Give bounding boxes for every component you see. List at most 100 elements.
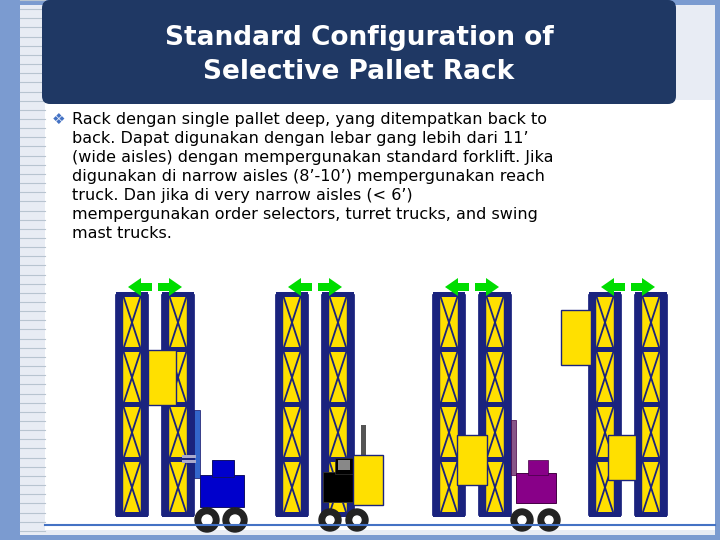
Bar (433, 292, 465, 297)
Bar (433, 295, 465, 515)
Bar (116, 292, 148, 297)
Bar (479, 295, 511, 515)
Bar (433, 512, 465, 517)
Bar (335, 458, 355, 474)
Bar (276, 295, 308, 515)
Polygon shape (445, 278, 469, 296)
Bar (162, 295, 169, 515)
Bar (589, 347, 621, 352)
Bar (322, 295, 354, 515)
Bar (433, 402, 465, 407)
Bar (162, 512, 194, 517)
Bar (516, 473, 556, 503)
Bar (458, 295, 465, 515)
Bar (276, 292, 308, 297)
Bar (457, 435, 487, 485)
Bar (45, 100, 715, 530)
Text: digunakan di narrow aisles (8’-10’) mempergunakan reach: digunakan di narrow aisles (8’-10’) memp… (72, 169, 545, 184)
Bar (148, 350, 176, 405)
Bar (322, 402, 354, 407)
Polygon shape (601, 278, 625, 296)
Bar (162, 347, 194, 352)
Bar (162, 402, 194, 407)
Bar (276, 347, 308, 352)
Bar (589, 292, 621, 297)
Bar (479, 347, 511, 352)
Bar (276, 512, 308, 517)
Bar (353, 455, 383, 505)
Bar (589, 512, 621, 517)
Circle shape (353, 516, 361, 524)
Polygon shape (288, 278, 312, 296)
Text: Standard Configuration of: Standard Configuration of (165, 25, 554, 51)
Text: ❖: ❖ (52, 112, 66, 127)
Bar (338, 460, 350, 470)
Bar (347, 295, 354, 515)
Bar (433, 347, 465, 352)
Bar (276, 457, 308, 462)
Bar (561, 310, 591, 365)
Bar (635, 457, 667, 462)
Bar (276, 402, 308, 407)
Bar (433, 295, 440, 515)
Bar (200, 475, 244, 507)
Circle shape (223, 508, 247, 532)
Text: truck. Dan jika di very narrow aisles (< 6’): truck. Dan jika di very narrow aisles (<… (72, 188, 413, 203)
Text: Rack dengan single pallet deep, yang ditempatkan back to: Rack dengan single pallet deep, yang dit… (72, 112, 547, 127)
Circle shape (319, 509, 341, 531)
Bar (635, 292, 667, 297)
Bar (116, 402, 148, 407)
Circle shape (230, 515, 240, 525)
Bar (614, 295, 621, 515)
Bar (116, 347, 148, 352)
Bar (141, 295, 148, 515)
Polygon shape (475, 278, 499, 296)
Bar (301, 295, 308, 515)
Circle shape (346, 509, 368, 531)
Text: mast trucks.: mast trucks. (72, 226, 172, 241)
Bar (635, 347, 667, 352)
Text: mempergunakan order selectors, turret trucks, and swing: mempergunakan order selectors, turret tr… (72, 207, 538, 222)
Bar (479, 457, 511, 462)
Bar (635, 402, 667, 407)
FancyBboxPatch shape (42, 0, 676, 104)
Text: (wide aisles) dengan mempergunakan standard forklift. Jika: (wide aisles) dengan mempergunakan stand… (72, 150, 554, 165)
Bar (504, 295, 511, 515)
Bar (322, 512, 354, 517)
Bar (182, 455, 196, 458)
Text: Selective Pallet Rack: Selective Pallet Rack (203, 59, 515, 85)
Bar (361, 425, 366, 475)
Bar (589, 295, 596, 515)
Bar (212, 460, 234, 477)
Circle shape (538, 509, 560, 531)
Bar (589, 295, 621, 515)
Bar (162, 292, 194, 297)
Bar (479, 295, 486, 515)
Bar (194, 410, 200, 478)
Circle shape (202, 515, 212, 525)
Bar (479, 402, 511, 407)
Circle shape (545, 516, 553, 524)
Bar (528, 460, 548, 475)
Bar (635, 295, 642, 515)
Bar (322, 347, 354, 352)
Bar (479, 292, 511, 297)
Bar (433, 457, 465, 462)
Bar (479, 512, 511, 517)
Circle shape (511, 509, 533, 531)
Bar (635, 295, 667, 515)
Bar (322, 295, 329, 515)
Polygon shape (158, 278, 182, 296)
Bar (589, 402, 621, 407)
Circle shape (195, 508, 219, 532)
Bar (116, 295, 148, 515)
Bar (276, 295, 283, 515)
Bar (322, 457, 354, 462)
Bar (116, 512, 148, 517)
Bar (323, 472, 363, 502)
Circle shape (518, 516, 526, 524)
Bar (589, 457, 621, 462)
Bar (182, 460, 196, 463)
Bar (187, 295, 194, 515)
Bar (660, 295, 667, 515)
